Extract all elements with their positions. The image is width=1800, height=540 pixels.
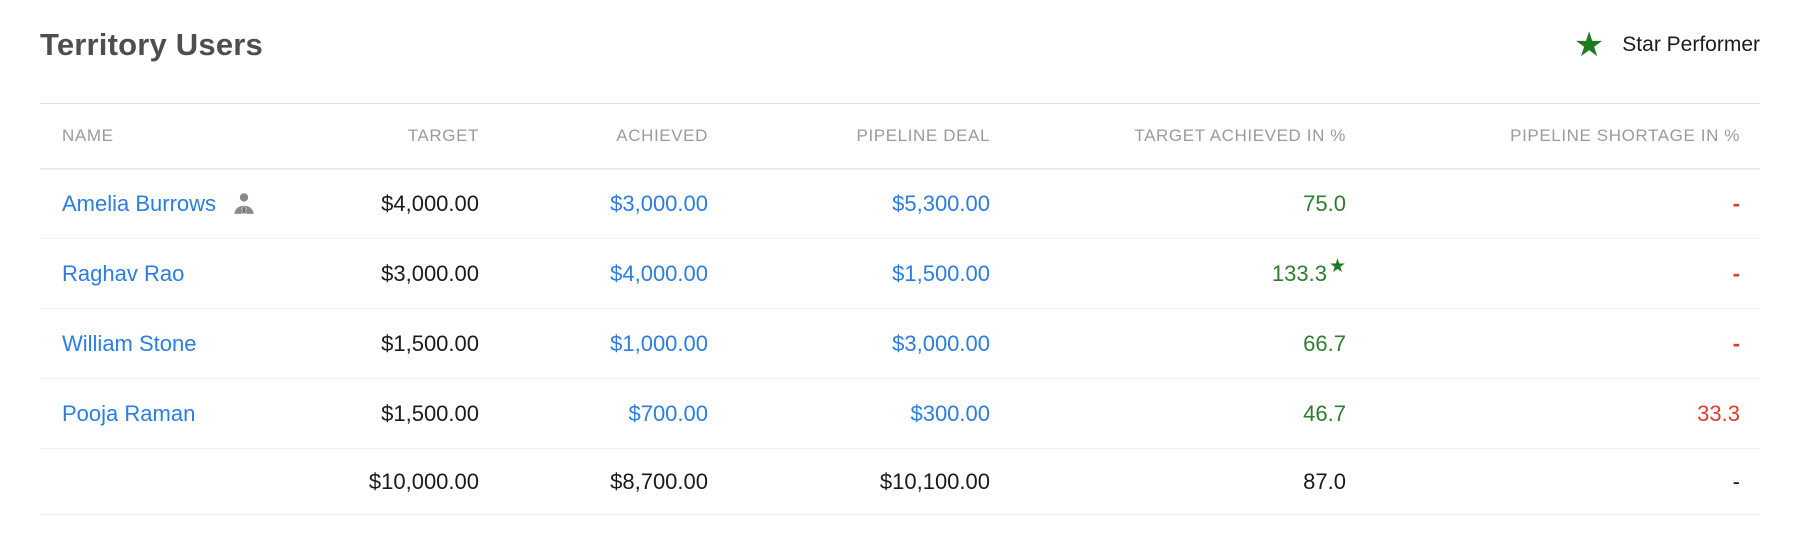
businessman-silhouette-icon bbox=[230, 190, 258, 218]
pipeline-shortage-pct-value: - bbox=[1347, 169, 1760, 239]
totals-row: $10,000.00 $8,700.00 $10,100.00 87.0 - bbox=[40, 449, 1760, 515]
star-performer-legend: ★ Star Performer bbox=[1573, 26, 1760, 64]
user-name-link[interactable]: William Stone bbox=[62, 330, 197, 356]
totals-achieved-value: $8,700.00 bbox=[480, 449, 709, 515]
pipeline-shortage-pct-value: - bbox=[1347, 309, 1760, 379]
pipeline-deal-value-link[interactable]: $300.00 bbox=[910, 400, 990, 426]
territory-users-table-container: NAME TARGET ACHIEVED PIPELINE DEAL TARGE… bbox=[40, 103, 1760, 515]
column-header-target: TARGET bbox=[320, 103, 480, 169]
column-header-target-achieved-pct: TARGET ACHIEVED IN % bbox=[991, 103, 1347, 169]
pipeline-deal-value-link[interactable]: $1,500.00 bbox=[892, 260, 990, 286]
widget-header: Territory Users ★ Star Performer bbox=[0, 0, 1800, 64]
achieved-value-link[interactable]: $4,000.00 bbox=[610, 260, 708, 286]
column-header-pipeline-deal: PIPELINE DEAL bbox=[709, 103, 991, 169]
pipeline-deal-value-link[interactable]: $5,300.00 bbox=[892, 191, 990, 216]
achieved-value-link[interactable]: $1,000.00 bbox=[610, 330, 708, 356]
user-name-link[interactable]: Amelia Burrows bbox=[62, 191, 217, 216]
table-row: Pooja Raman $1,500.00 $700.00 $300.00 46… bbox=[40, 379, 1760, 449]
target-value: $3,000.00 bbox=[320, 239, 480, 309]
totals-pipeline-shortage-pct-value: - bbox=[1347, 449, 1760, 515]
pipeline-shortage-pct-value: 33.3 bbox=[1347, 379, 1760, 449]
achieved-value-link[interactable]: $700.00 bbox=[628, 400, 708, 426]
totals-target-value: $10,000.00 bbox=[320, 449, 480, 515]
legend-label: Star Performer bbox=[1622, 33, 1760, 56]
target-achieved-pct-value: 133.3 bbox=[1271, 260, 1327, 286]
achieved-value-link[interactable]: $3,000.00 bbox=[610, 191, 708, 216]
table-row: William Stone $1,500.00 $1,000.00 $3,000… bbox=[40, 309, 1760, 379]
star-icon: ★ bbox=[1573, 26, 1605, 64]
pipeline-shortage-pct-value: - bbox=[1347, 239, 1760, 309]
target-value: $1,500.00 bbox=[320, 309, 480, 379]
user-name-link[interactable]: Raghav Rao bbox=[62, 260, 185, 286]
target-achieved-pct-value: 46.7 bbox=[991, 379, 1347, 449]
target-achieved-pct-cell: 133.3 ★ bbox=[991, 239, 1347, 309]
table-row: Raghav Rao $3,000.00 $4,000.00 $1,500.00… bbox=[40, 239, 1760, 309]
target-achieved-pct-value: 66.7 bbox=[991, 309, 1347, 379]
star-performer-icon: ★ bbox=[1328, 255, 1346, 277]
column-header-achieved: ACHIEVED bbox=[480, 103, 709, 169]
user-name-link[interactable]: Pooja Raman bbox=[62, 400, 196, 426]
territory-users-table: NAME TARGET ACHIEVED PIPELINE DEAL TARGE… bbox=[40, 103, 1760, 515]
column-header-name: NAME bbox=[40, 103, 320, 169]
page-title: Territory Users bbox=[40, 27, 263, 62]
column-header-pipeline-shortage-pct: PIPELINE SHORTAGE IN % bbox=[1347, 103, 1760, 169]
pipeline-deal-value-link[interactable]: $3,000.00 bbox=[892, 330, 990, 356]
target-achieved-pct-value: 75.0 bbox=[991, 169, 1347, 239]
target-value: $4,000.00 bbox=[320, 169, 480, 239]
target-value: $1,500.00 bbox=[320, 379, 480, 449]
totals-empty-name-cell bbox=[40, 449, 320, 515]
totals-pipeline-deal-value: $10,100.00 bbox=[709, 449, 991, 515]
header-row: NAME TARGET ACHIEVED PIPELINE DEAL TARGE… bbox=[40, 103, 1760, 169]
table-row: Amelia Burrows $4,000.00 $3,000.00 bbox=[40, 169, 1760, 239]
totals-target-achieved-pct-value: 87.0 bbox=[991, 449, 1347, 515]
